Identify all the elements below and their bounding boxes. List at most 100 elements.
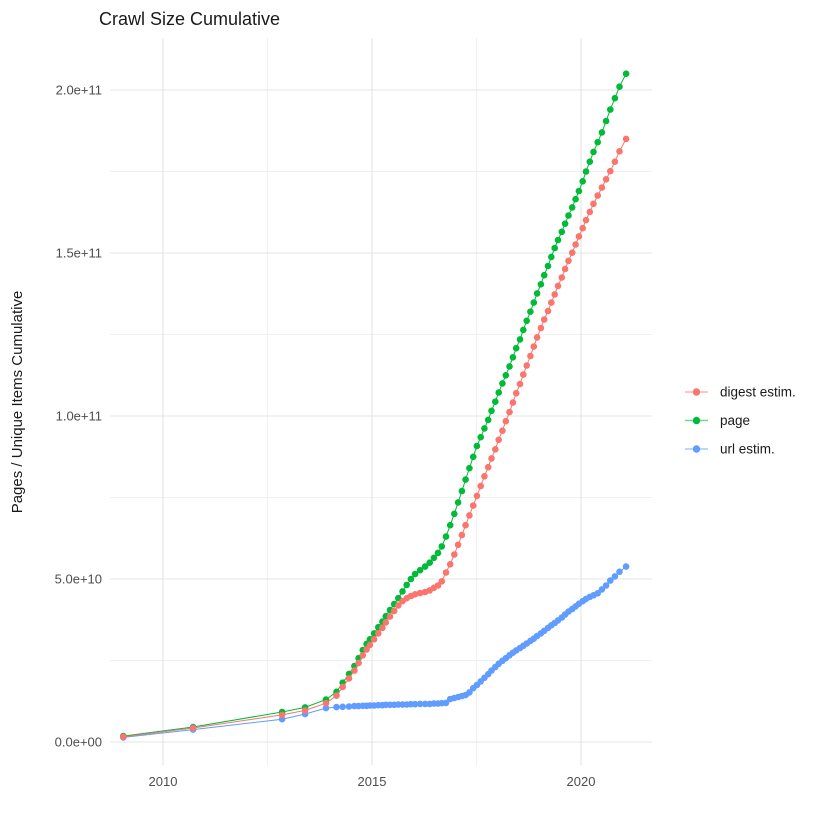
data-point-page	[462, 476, 469, 483]
data-point-digest-estim	[590, 200, 597, 208]
data-point-digest-estim	[451, 551, 458, 558]
data-point-digest-estim	[506, 408, 513, 416]
data-point-digest-estim	[598, 184, 606, 191]
grid-major	[110, 38, 652, 765]
data-point-page	[469, 453, 477, 461]
data-point-page	[502, 372, 510, 379]
legend-label-url-estim: url estim.	[720, 442, 775, 457]
data-point-digest-estim	[442, 569, 450, 576]
data-point-page	[554, 236, 562, 244]
data-point-digest-estim	[355, 659, 362, 667]
data-point-digest-estim	[499, 427, 506, 435]
data-point-digest-estim	[390, 607, 398, 615]
data-point-digest-estim	[622, 135, 630, 143]
data-point-digest-estim	[530, 343, 538, 350]
data-point-page	[407, 575, 415, 583]
data-point-url-estim	[322, 704, 330, 712]
data-point-page	[499, 380, 506, 387]
data-point-digest-estim	[370, 636, 378, 643]
legend: digest estim. page url estim.	[685, 385, 796, 457]
data-point-digest-estim	[537, 324, 545, 332]
data-point-digest-estim	[351, 667, 358, 674]
data-point-digest-estim	[565, 257, 572, 265]
data-point-digest-estim	[411, 591, 419, 598]
data-point-url-estim	[594, 590, 601, 597]
data-point-digest-estim	[561, 265, 569, 273]
data-point-digest-estim	[345, 675, 353, 682]
legend-item-digest-estim: digest estim.	[685, 385, 796, 400]
data-point-page	[403, 581, 411, 589]
data-point-page	[598, 129, 606, 136]
data-point-url-estim	[622, 563, 630, 570]
data-point-digest-estim	[301, 707, 309, 714]
data-point-digest-estim	[512, 389, 520, 397]
series-digest-estim	[120, 135, 630, 741]
data-point-page	[438, 543, 446, 550]
data-point-page	[579, 178, 586, 185]
data-point-page	[473, 442, 481, 450]
legend-label-digest-estim: digest estim.	[720, 385, 796, 400]
data-point-digest-estim	[438, 578, 446, 585]
data-point-digest-estim	[189, 724, 197, 732]
data-point-page	[540, 271, 548, 279]
data-point-page	[481, 425, 488, 432]
y-tick-label: 0.0e+00	[55, 735, 102, 750]
data-point-page	[565, 212, 572, 219]
data-point-digest-estim	[572, 241, 579, 248]
data-point-url-estim	[416, 700, 424, 708]
tick-labels: 0.0e+00 5.0e+10 1.0e+11 1.5e+11 2.0e+11 2010 2…	[55, 83, 596, 790]
data-point-url-estim	[616, 568, 623, 576]
data-point-digest-estim	[477, 482, 485, 490]
data-point-digest-estim	[484, 463, 492, 471]
x-tick-label: 2020	[567, 774, 596, 789]
data-point-page	[561, 220, 569, 227]
series-layer	[120, 70, 630, 741]
data-point-digest-estim	[120, 733, 127, 741]
data-point-page	[611, 94, 619, 102]
legend-item-page: page	[685, 413, 750, 428]
data-point-digest-estim	[548, 299, 555, 306]
data-point-page	[520, 326, 527, 334]
data-point-page	[512, 344, 520, 352]
legend-item-url-estim: url estim.	[685, 442, 775, 457]
data-point-page	[416, 566, 424, 574]
grid-minor	[110, 38, 652, 765]
data-point-digest-estim	[416, 589, 424, 597]
chart-title: Crawl Size Cumulative	[99, 9, 280, 29]
data-point-digest-estim	[558, 274, 566, 281]
data-point-digest-estim	[386, 613, 394, 620]
data-point-digest-estim	[579, 224, 586, 232]
data-point-page	[594, 138, 601, 146]
data-point-page	[451, 510, 458, 518]
x-tick-label: 2015	[358, 774, 387, 789]
data-point-page	[411, 570, 419, 578]
x-tick-label: 2010	[149, 774, 178, 789]
data-point-page	[454, 499, 462, 506]
data-point-digest-estim	[516, 380, 524, 388]
data-point-page	[430, 554, 438, 562]
y-axis-title: Pages / Unique Items Cumulative	[9, 291, 26, 514]
data-point-digest-estim	[469, 502, 477, 509]
data-point-digest-estim	[523, 362, 530, 369]
data-point-digest-estim	[611, 158, 619, 165]
data-point-digest-estim	[278, 711, 286, 719]
data-point-page	[602, 117, 610, 125]
data-point-digest-estim	[379, 624, 386, 632]
data-point-digest-estim	[607, 167, 614, 175]
data-point-digest-estim	[509, 399, 517, 406]
data-point-page	[575, 187, 583, 195]
y-tick-label: 5.0e+10	[55, 572, 102, 587]
data-point-page	[616, 83, 623, 90]
data-point-page	[533, 290, 541, 297]
data-point-page	[477, 433, 485, 441]
data-point-digest-estim	[533, 334, 541, 341]
data-point-page	[537, 281, 545, 288]
data-point-digest-estim	[495, 436, 503, 444]
data-point-digest-estim	[458, 531, 466, 539]
series-url-estim	[120, 563, 630, 741]
data-point-digest-estim	[446, 561, 454, 568]
data-point-page	[551, 244, 558, 252]
data-point-url-estim	[442, 699, 450, 707]
data-point-digest-estim	[602, 176, 610, 183]
